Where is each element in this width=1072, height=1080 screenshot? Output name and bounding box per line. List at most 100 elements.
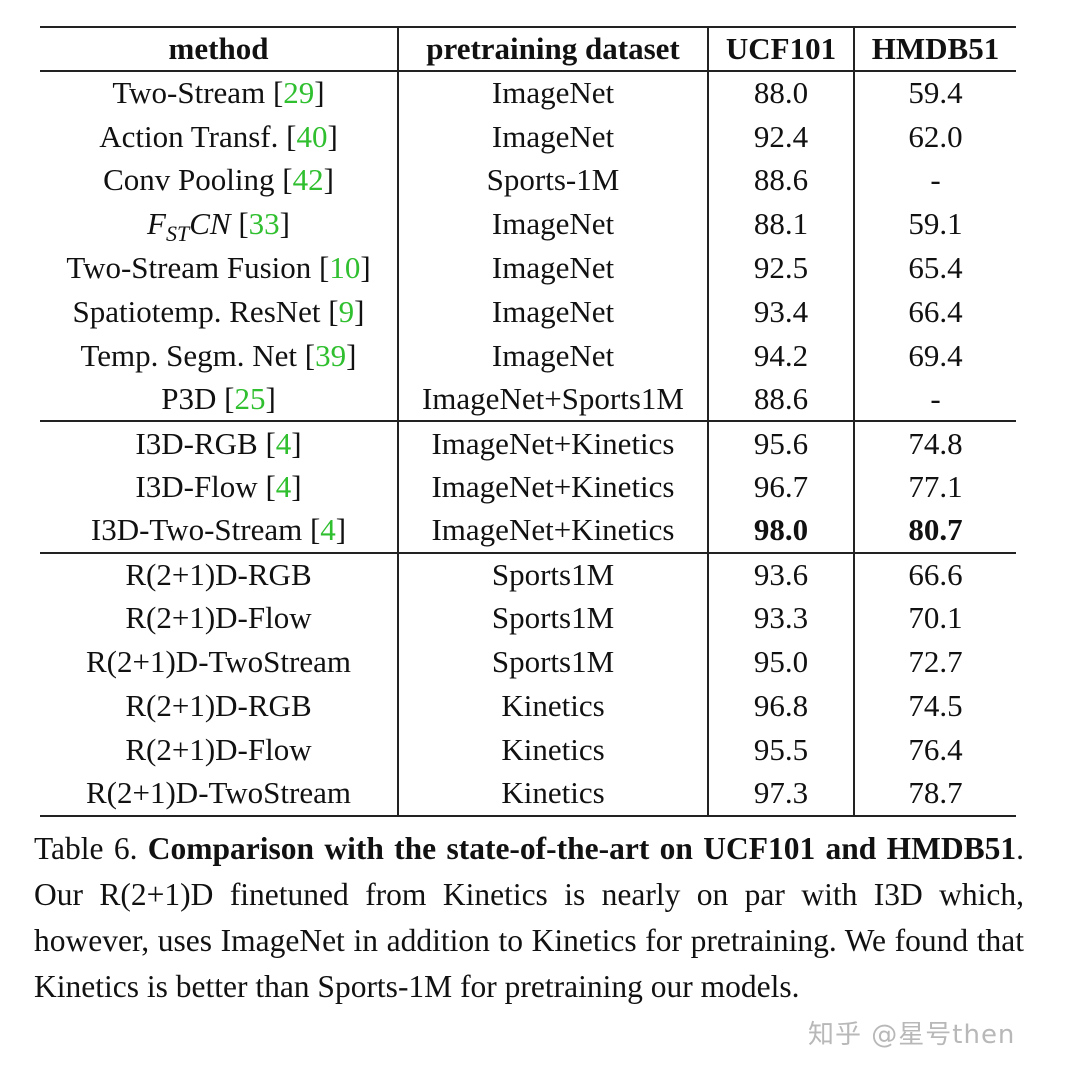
cell-hmdb51: 66.4: [853, 289, 1016, 334]
cell-hmdb51: 62.0: [853, 114, 1016, 159]
table-row: I3D-Flow [4] ImageNet+Kinetics 96.7 77.1: [40, 465, 1016, 509]
cell-ucf101: 93.6: [707, 551, 854, 597]
cell-ucf101: 95.0: [707, 640, 854, 685]
method-name: R(2+1)D-TwoStream: [86, 775, 351, 811]
cell-method: Temp. Segm. Net [39]: [80, 337, 357, 373]
table-row: I3D-RGB [4] ImageNet+Kinetics 95.6 74.8: [40, 420, 1016, 466]
citation-link[interactable]: 4: [275, 425, 292, 461]
cell-pretraining: Sports1M: [397, 596, 708, 641]
table-header-row: method pretraining dataset UCF101 HMDB51: [40, 26, 1016, 72]
cell-ucf101: 96.8: [707, 684, 854, 728]
cell-pretraining: ImageNet: [397, 114, 708, 159]
cell-hmdb51: 65.4: [853, 246, 1016, 290]
method-name: R(2+1)D-Flow: [125, 600, 312, 636]
table-row: P3D [25] ImageNet+Sports1M 88.6-: [40, 377, 1016, 422]
table-row: R(2+1)D-RGB Sports1M 93.6 66.6: [40, 551, 1016, 597]
cell-method: Spatiotemp. ResNet [9]: [72, 293, 365, 329]
caption-body: . Our R(2+1)D finetuned from Kinetics is…: [34, 831, 1025, 1004]
cell-method: R(2+1)D-Flow: [40, 597, 398, 641]
cell-hmdb51: -: [853, 158, 1016, 203]
table-row: I3D-Two-Stream [4] ImageNet+Kinetics 98.0 8…: [40, 508, 1016, 553]
table-body: Two-Stream [29] ImageNet 88.0 59.4 Action Tr…: [40, 71, 1016, 817]
table-row: Conv Pooling [42] Sports-1M 88.6-: [40, 158, 1016, 203]
cell-pretraining: ImageNet: [397, 202, 708, 247]
cell-method: R(2+1)D-TwoStream: [40, 640, 398, 684]
caption-label: Table 6.: [34, 831, 138, 866]
cell-ucf101: 97.3: [707, 771, 854, 817]
citation-link[interactable]: 29: [283, 75, 315, 111]
method-name: Two-Stream Fusion: [66, 250, 312, 286]
table-caption: Table 6. Comparison with the state-of-th…: [34, 826, 1024, 1010]
cell-pretraining: Sports1M: [397, 551, 708, 597]
cell-pretraining: Kinetics: [397, 727, 708, 772]
cell-method: R(2+1)D-RGB: [40, 551, 398, 597]
cell-method: Two-Stream Fusion [10]: [66, 250, 371, 286]
cell-pretraining: ImageNet+Sports1M: [397, 377, 708, 422]
table-row: Two-Stream Fusion [10] ImageNet 92.5 65.4: [40, 246, 1016, 290]
cell-hmdb51: 59.4: [853, 71, 1016, 115]
header-hmdb51: HMDB51: [853, 26, 1016, 72]
citation-link[interactable]: 40: [296, 118, 328, 154]
cell-hmdb51: 72.7: [853, 640, 1016, 685]
cell-ucf101: 96.7: [707, 465, 854, 509]
method-name: Conv Pooling: [103, 162, 275, 198]
cell-ucf101: 98.0: [707, 508, 854, 553]
table-row: R(2+1)D-TwoStream Sports1M 95.0 72.7: [40, 640, 1016, 685]
cell-hmdb51: -: [853, 377, 1016, 422]
cell-method: FSTCN [33]: [147, 206, 290, 247]
citation-link[interactable]: 39: [315, 337, 347, 373]
cell-ucf101: 93.3: [707, 596, 854, 641]
method-name: I3D-RGB: [135, 425, 258, 461]
zhihu-watermark: 知乎 @星号then: [808, 1020, 1016, 1050]
cell-pretraining: ImageNet: [397, 289, 708, 334]
cell-method: Conv Pooling [42]: [103, 162, 334, 198]
cell-hmdb51: 59.1: [853, 202, 1016, 247]
header-ucf101: UCF101: [707, 26, 854, 72]
cell-method: I3D-RGB [4]: [40, 420, 398, 466]
cell-hmdb51: 66.6: [853, 551, 1016, 597]
cell-pretraining: Sports-1M: [397, 158, 708, 203]
table-row: Temp. Segm. Net [39] ImageNet 94.2 69.4: [40, 333, 1016, 378]
cell-pretraining: ImageNet: [397, 333, 708, 378]
method-name-tail: CN: [189, 206, 231, 242]
citation-link[interactable]: 4: [275, 469, 292, 505]
cell-method: I3D-Two-Stream [4]: [90, 512, 347, 548]
cell-hmdb51: 77.1: [853, 465, 1016, 509]
results-table-container: method pretraining dataset UCF101 HMDB51…: [40, 26, 1016, 817]
citation-link[interactable]: 10: [329, 250, 361, 286]
cell-method: Two-Stream [29]: [112, 75, 325, 111]
cell-ucf101: 92.5: [707, 246, 854, 290]
cell-ucf101: 94.2: [707, 333, 854, 378]
cell-pretraining: ImageNet: [397, 246, 708, 290]
caption-bold-dataset: HMDB51: [886, 831, 1017, 866]
table-row: Two-Stream [29] ImageNet 88.0 59.4: [40, 71, 1016, 115]
method-subscript: ST: [165, 221, 190, 247]
citation-link[interactable]: 42: [292, 162, 324, 198]
citation-link[interactable]: 9: [338, 293, 355, 329]
cell-pretraining: ImageNet+Kinetics: [397, 508, 708, 553]
citation-link[interactable]: 4: [320, 512, 336, 548]
table-row: R(2+1)D-RGB Kinetics 96.8 74.5: [40, 684, 1016, 728]
cell-method: I3D-Flow [4]: [135, 469, 302, 505]
cell-method: R(2+1)D-Flow: [40, 728, 398, 772]
method-name: R(2+1)D-Flow: [125, 731, 312, 767]
citation-link[interactable]: 33: [248, 206, 280, 242]
table-row: Spatiotemp. ResNet [9] ImageNet 93.4 66.4: [40, 289, 1016, 334]
comparison-table: method pretraining dataset UCF101 HMDB51…: [40, 26, 1016, 817]
method-name: I3D-Flow: [135, 469, 258, 505]
cell-ucf101: 88.1: [707, 202, 854, 247]
cell-hmdb51: 74.5: [853, 684, 1016, 728]
method-name: R(2+1)D-TwoStream: [86, 644, 351, 680]
cell-method: P3D [25]: [161, 380, 276, 416]
table-row: FSTCN [33] ImageNet 88.1 59.1: [40, 202, 1016, 246]
cell-ucf101: 88.0: [707, 71, 854, 115]
citation-link[interactable]: 25: [234, 380, 266, 416]
method-name: F: [147, 206, 166, 242]
cell-method: Action Transf. [40]: [99, 118, 338, 154]
header-method: method: [40, 26, 398, 72]
method-name: I3D-Two-Stream: [90, 512, 303, 548]
table-row: R(2+1)D-Flow Sports1M 93.3 70.1: [40, 596, 1016, 641]
cell-method: R(2+1)D-TwoStream: [40, 771, 398, 817]
cell-pretraining: ImageNet+Kinetics: [397, 465, 708, 509]
cell-hmdb51: 69.4: [853, 333, 1016, 378]
